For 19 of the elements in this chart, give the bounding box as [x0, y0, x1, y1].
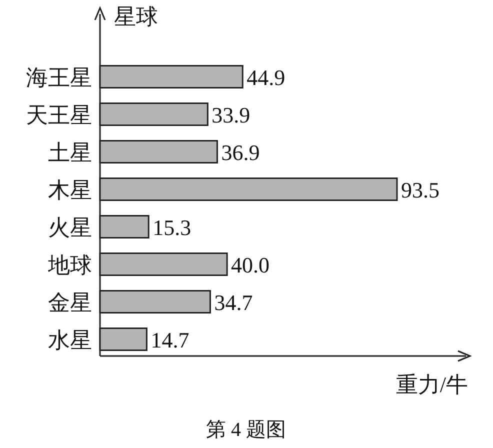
data-label: 44.9 [246, 64, 286, 90]
data-label: 34.7 [214, 290, 253, 315]
x-axis-title: 重力/牛 [396, 372, 468, 397]
data-label: 15.3 [152, 214, 192, 240]
y-tick-label: 土星 [48, 140, 92, 165]
text: 第 4 题图 [206, 419, 286, 441]
data-label: 36.9 [221, 140, 260, 165]
y-tick-label: 水星 [48, 327, 92, 352]
y-tick-label: 火星 [48, 214, 92, 240]
y-axis-title: 星球 [114, 4, 158, 29]
data-label: 93.5 [401, 177, 440, 202]
y-tick-label: 金星 [48, 290, 92, 315]
data-label: 33.9 [212, 102, 250, 128]
y-tick-label: 木星 [48, 177, 92, 202]
data-label: 40.0 [231, 252, 270, 278]
y-tick-label: 天王星 [26, 102, 92, 128]
y-tick-label: 海王星 [26, 64, 92, 90]
y-tick-label: 地球 [47, 252, 92, 278]
data-label: 14.7 [150, 327, 190, 352]
